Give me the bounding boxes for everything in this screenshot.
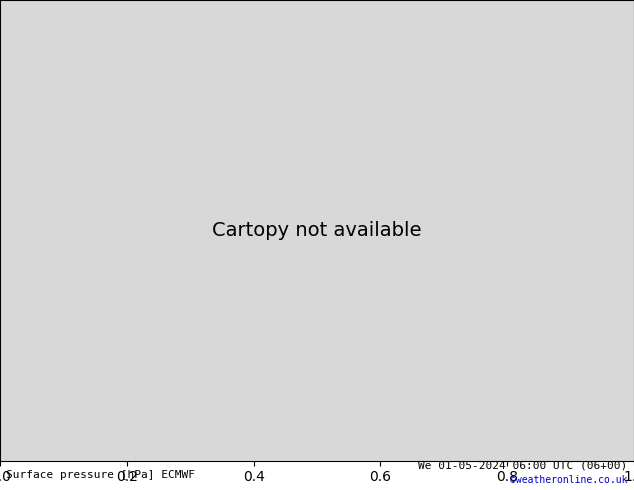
Text: ©weatheronline.co.uk: ©weatheronline.co.uk — [510, 475, 628, 485]
Text: We 01-05-2024 06:00 UTC (06+00): We 01-05-2024 06:00 UTC (06+00) — [418, 461, 628, 470]
Text: Surface pressure [hPa] ECMWF: Surface pressure [hPa] ECMWF — [6, 470, 195, 480]
Text: Cartopy not available: Cartopy not available — [212, 221, 422, 240]
